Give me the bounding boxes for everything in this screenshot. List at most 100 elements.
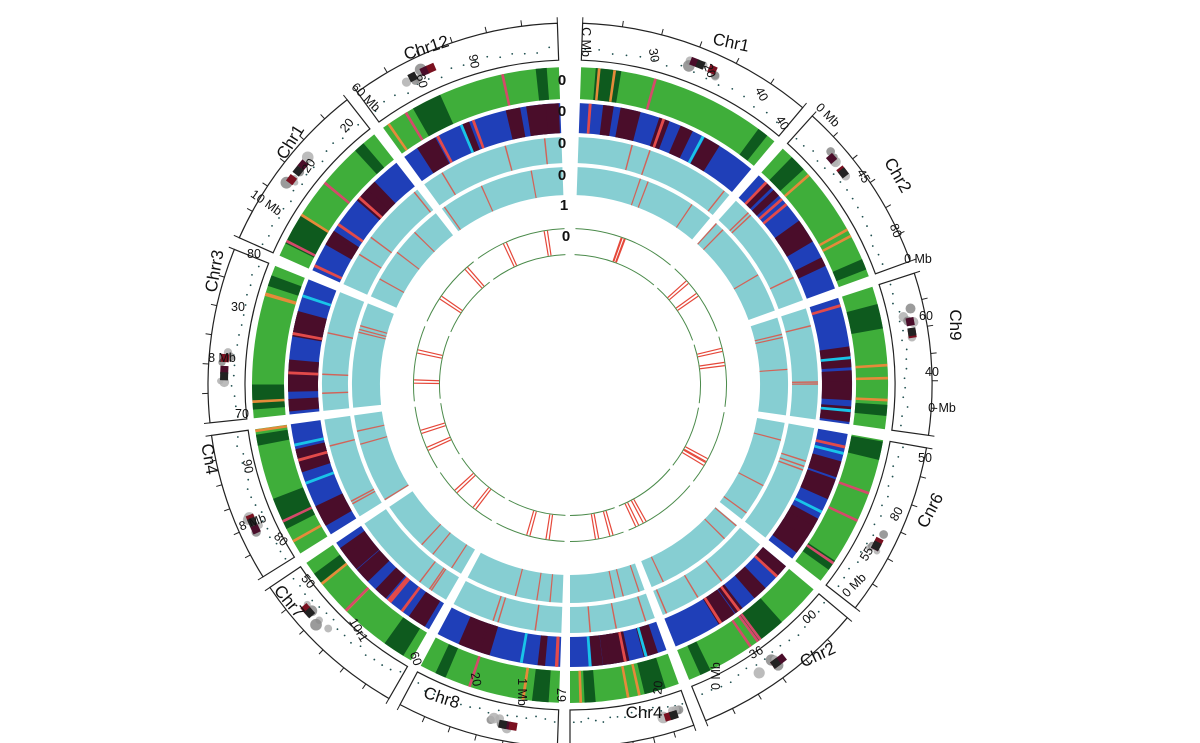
cyan-track-mark bbox=[755, 336, 783, 345]
density-dot bbox=[765, 111, 768, 114]
axis-tick bbox=[869, 178, 876, 183]
density-dot bbox=[374, 110, 377, 113]
cyan-track-mark bbox=[641, 150, 651, 176]
density-dot bbox=[892, 465, 895, 468]
density-dot bbox=[234, 405, 237, 408]
density-dot bbox=[771, 651, 774, 653]
density-dot bbox=[804, 626, 806, 628]
tick-label: 20 bbox=[468, 671, 484, 687]
axis-tick bbox=[228, 246, 235, 250]
density-dot bbox=[389, 668, 392, 671]
blue-track bbox=[312, 162, 415, 283]
tick-label: 40 bbox=[773, 113, 792, 132]
blue-track-band bbox=[344, 536, 380, 570]
cyan-track-outer bbox=[424, 137, 563, 206]
cyan-track-mark bbox=[350, 488, 375, 503]
axis-tick bbox=[782, 677, 787, 684]
inner-red-mark bbox=[467, 266, 485, 287]
density-dot bbox=[544, 718, 547, 720]
blue-track-mark bbox=[292, 331, 323, 341]
inner-red-mark bbox=[630, 500, 644, 524]
blue-track-band bbox=[668, 125, 693, 159]
inner-red-mark bbox=[613, 237, 623, 262]
axis-tick bbox=[474, 734, 477, 741]
green-track-mark bbox=[300, 213, 330, 233]
cluster-box bbox=[825, 152, 838, 165]
density-dot bbox=[881, 263, 884, 265]
axis-tick bbox=[854, 607, 861, 612]
inner-red-mark bbox=[697, 350, 723, 358]
axis-tick bbox=[385, 698, 390, 704]
cyan-track-mark bbox=[785, 325, 812, 333]
density-dot bbox=[729, 681, 732, 684]
cyan-track-mark bbox=[637, 596, 647, 622]
density-dot bbox=[462, 64, 465, 67]
density-dot bbox=[343, 634, 346, 637]
inner-red-mark bbox=[456, 474, 476, 494]
cyan-track-mark bbox=[497, 597, 507, 623]
blue-track-band bbox=[295, 442, 327, 459]
blue-track-mark bbox=[618, 631, 627, 662]
inner-red-mark bbox=[546, 230, 552, 256]
axis-tick bbox=[811, 111, 817, 117]
blue-track-band bbox=[325, 235, 357, 260]
density-dot bbox=[452, 696, 455, 699]
cyan-track-inner bbox=[697, 222, 775, 321]
tick-label: 90 bbox=[240, 458, 256, 474]
green-track-mark bbox=[404, 111, 424, 141]
density-dot bbox=[717, 84, 720, 86]
green-track-mark bbox=[344, 586, 370, 612]
green-track-mark bbox=[631, 663, 641, 696]
density-dot bbox=[892, 302, 894, 305]
density-dot bbox=[536, 52, 539, 54]
cyan-track-mark bbox=[396, 251, 420, 270]
density-dot bbox=[394, 94, 396, 97]
density-dot bbox=[271, 224, 273, 227]
cyan-track-mark bbox=[430, 568, 447, 591]
density-dot bbox=[242, 314, 245, 316]
blue-track-mark bbox=[758, 197, 783, 220]
density-dot bbox=[901, 415, 903, 417]
density-dot bbox=[848, 567, 850, 570]
density-dot bbox=[325, 612, 328, 615]
tick-label: 80 bbox=[887, 504, 906, 523]
density-dot bbox=[887, 495, 889, 498]
density-dot bbox=[866, 542, 868, 545]
green-track-mark bbox=[621, 665, 630, 698]
cluster-box bbox=[695, 59, 706, 70]
density-dot bbox=[832, 173, 835, 176]
density-dot bbox=[797, 634, 800, 637]
density-dot bbox=[427, 78, 430, 80]
density-dot bbox=[572, 721, 575, 724]
axis-tick bbox=[320, 114, 326, 120]
blue-track-band bbox=[751, 189, 780, 216]
blue-track-band bbox=[745, 182, 772, 209]
cyan-track-outer bbox=[453, 581, 563, 633]
inner-line-ring-2 bbox=[618, 468, 671, 507]
density-dot bbox=[851, 197, 854, 200]
density-dot bbox=[898, 310, 901, 313]
cyan-track-mark bbox=[738, 472, 764, 487]
density-dot bbox=[236, 415, 239, 418]
green-track-mark bbox=[501, 73, 511, 106]
cyan-track-mark bbox=[733, 274, 759, 290]
cyan-track-mark bbox=[778, 460, 804, 471]
axis-tick bbox=[339, 667, 345, 673]
inner-line-ring-2 bbox=[570, 507, 615, 516]
axis-tick bbox=[318, 649, 324, 655]
inner-red-mark bbox=[627, 502, 640, 526]
label-chr6: Cnr6 bbox=[913, 490, 947, 531]
axis-tick bbox=[343, 94, 348, 101]
cyan-track-mark bbox=[731, 214, 752, 234]
inner-red-mark bbox=[624, 503, 637, 527]
density-dot bbox=[737, 674, 740, 676]
density-dot bbox=[232, 374, 235, 377]
density-dot bbox=[872, 534, 875, 537]
density-dot bbox=[441, 698, 444, 700]
label-chr1-top: Chr1 bbox=[711, 29, 751, 55]
cyan-track-mark bbox=[650, 556, 664, 583]
cyan-track-mark bbox=[683, 574, 699, 598]
density-dot bbox=[755, 664, 758, 666]
cyan-track-mark bbox=[358, 253, 382, 269]
axis-tick bbox=[927, 324, 934, 327]
